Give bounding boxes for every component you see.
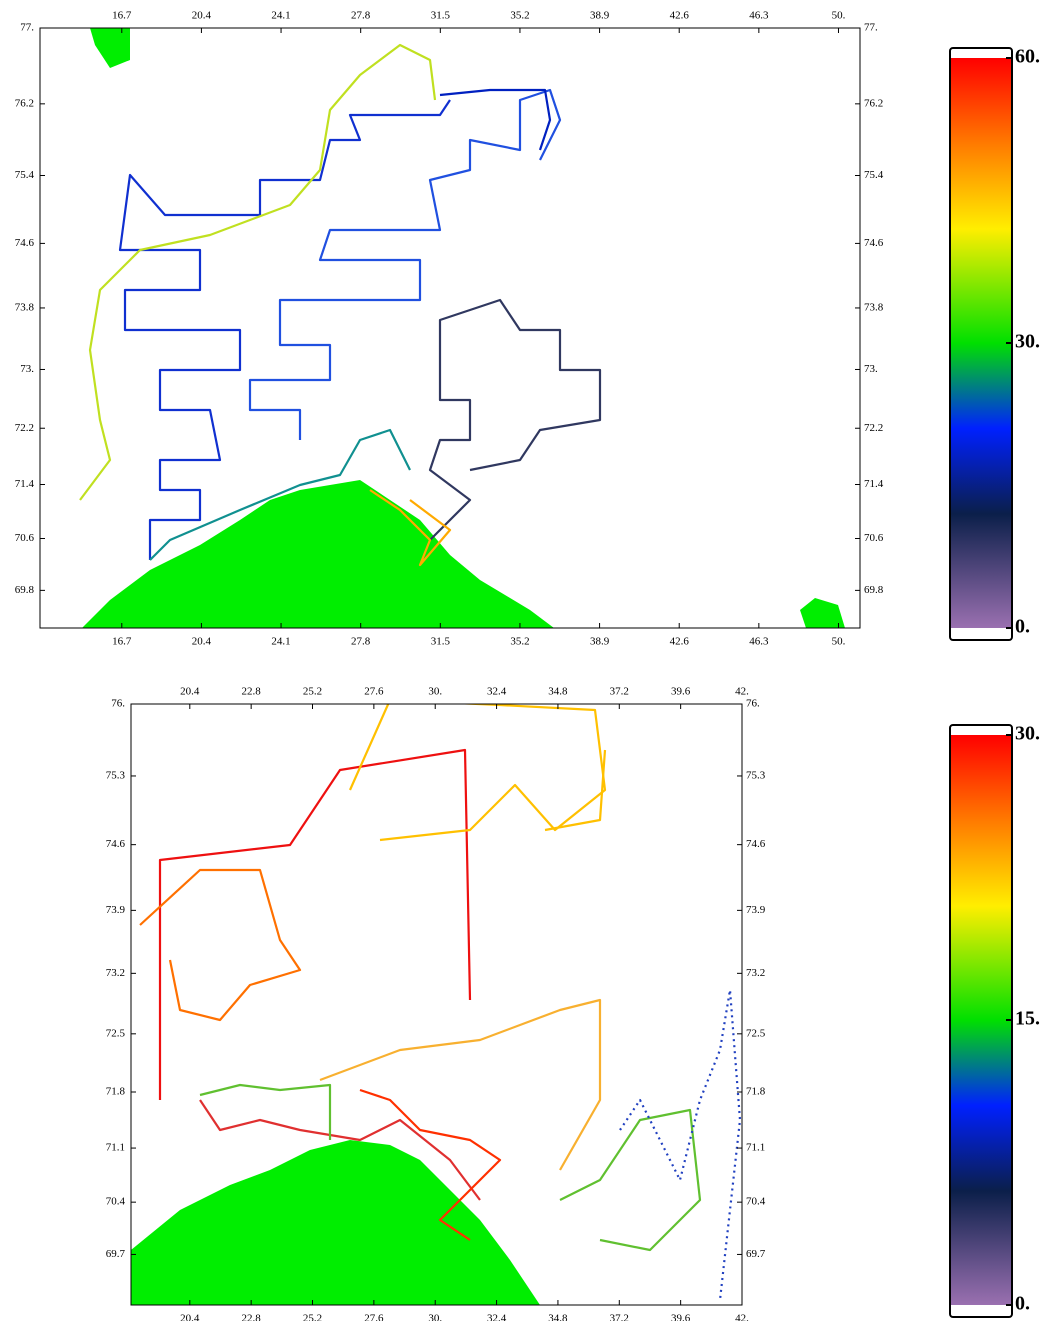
x-tick-label: 27.6 [364, 1313, 384, 1321]
colorbar-label: 30. [1015, 331, 1040, 353]
x-tick-label: 38.9 [590, 10, 610, 22]
x-tick-label: 20.4 [192, 636, 212, 648]
y-tick-label: 73.2 [746, 967, 765, 979]
colorbar: 60. 30. 0. [949, 46, 1040, 641]
map-layer [131, 704, 742, 1305]
x-tick-label: 20.4 [192, 10, 212, 22]
x-tick-label: 32.4 [487, 686, 507, 698]
y-tick-label: 74.6 [106, 838, 126, 850]
y-tick-label: 69.7 [106, 1248, 126, 1260]
map-frame [130, 703, 743, 1306]
x-tick-label: 30. [428, 1313, 442, 1321]
x-tick-label: 42. [735, 686, 749, 698]
colorbar-gradient [951, 735, 1011, 1305]
x-tick-label: 38.9 [590, 636, 610, 648]
colorbar-label: 60. [1015, 46, 1040, 68]
y-tick-label: 70.6 [864, 532, 884, 544]
x-tick-label: 34.8 [548, 686, 568, 698]
x-tick-label: 24.1 [271, 636, 290, 648]
x-tick-label: 27.8 [351, 636, 371, 648]
y-tick-label: 74.6 [15, 237, 35, 249]
y-tick-label: 70.4 [746, 1196, 766, 1208]
x-tick-label: 39.6 [671, 1313, 691, 1321]
y-tick-label: 71.8 [746, 1086, 766, 1098]
colorbar-label: 0. [1015, 1293, 1030, 1315]
x-tick-label: 22.8 [242, 1313, 262, 1321]
y-tick-label: 71.1 [106, 1142, 125, 1154]
y-tick-label: 69.7 [746, 1248, 766, 1260]
map-layer [79, 28, 845, 628]
y-tick-label: 74.6 [746, 838, 766, 850]
y-tick-label: 73.2 [106, 967, 125, 979]
x-tick-label: 25.2 [303, 686, 322, 698]
y-tick-label: 70.6 [15, 532, 35, 544]
x-tick-label: 20.4 [180, 686, 200, 698]
x-tick-label: 42. [735, 1313, 749, 1321]
x-tick-label: 42.6 [670, 636, 690, 648]
y-tick-label: 72.5 [746, 1027, 766, 1039]
colorbar-label: 0. [1015, 616, 1030, 638]
x-tick-label: 37.2 [610, 1313, 629, 1321]
colorbar-gradient [951, 58, 1011, 628]
x-tick-label: 35.2 [510, 636, 529, 648]
y-tick-label: 73.8 [15, 301, 35, 313]
x-tick-label: 30. [428, 686, 442, 698]
y-tick-label: 76. [111, 698, 125, 710]
y-tick-label: 70.4 [106, 1196, 126, 1208]
map-frame [39, 27, 861, 629]
x-tick-label: 46.3 [749, 636, 769, 648]
x-tick-label: 27.6 [364, 686, 384, 698]
y-tick-label: 73. [20, 363, 34, 375]
colorbar-label: 30. [1015, 723, 1040, 745]
colorbar: 30. 15. 0. [949, 723, 1040, 1318]
x-tick-label: 24.1 [271, 10, 290, 22]
y-tick-label: 71.4 [864, 478, 884, 490]
y-tick-label: 73.9 [746, 904, 766, 916]
x-tick-label: 46.3 [749, 10, 769, 22]
x-tick-label: 16.7 [112, 636, 132, 648]
x-tick-label: 34.8 [548, 1313, 568, 1321]
y-tick-label: 73.8 [864, 301, 884, 313]
y-tick-label: 75.4 [15, 169, 35, 181]
x-tick-label: 32.4 [487, 1313, 507, 1321]
x-tick-label: 16.7 [112, 10, 132, 22]
x-tick-label: 37.2 [610, 686, 629, 698]
x-tick-label: 50. [832, 636, 846, 648]
x-tick-label: 50. [832, 10, 846, 22]
y-tick-label: 75.3 [746, 769, 766, 781]
y-tick-label: 73.9 [106, 904, 126, 916]
y-tick-label: 72.2 [15, 422, 34, 434]
y-tick-label: 75.3 [106, 769, 126, 781]
x-tick-label: 20.4 [180, 1313, 200, 1321]
x-tick-label: 39.6 [671, 686, 691, 698]
y-tick-label: 77. [20, 22, 34, 34]
y-tick-label: 74.6 [864, 237, 884, 249]
x-tick-label: 42.6 [670, 10, 690, 22]
y-tick-label: 73. [864, 363, 878, 375]
y-tick-label: 69.8 [15, 584, 35, 596]
y-tick-label: 71.4 [15, 478, 35, 490]
y-tick-label: 71.1 [746, 1142, 765, 1154]
y-tick-label: 76.2 [15, 97, 34, 109]
x-tick-label: 31.5 [431, 636, 451, 648]
colorbar-label: 15. [1015, 1008, 1040, 1030]
y-tick-label: 69.8 [864, 584, 884, 596]
y-tick-label: 72.5 [106, 1027, 126, 1039]
y-tick-label: 72.2 [864, 422, 883, 434]
y-tick-label: 75.4 [864, 169, 884, 181]
x-tick-label: 22.8 [242, 686, 262, 698]
y-tick-label: 76. [746, 698, 760, 710]
x-tick-label: 31.5 [431, 10, 451, 22]
y-tick-label: 76.2 [864, 97, 883, 109]
x-tick-label: 25.2 [303, 1313, 322, 1321]
x-tick-label: 35.2 [510, 10, 529, 22]
y-tick-label: 71.8 [106, 1086, 126, 1098]
y-tick-label: 77. [864, 22, 878, 34]
x-tick-label: 27.8 [351, 10, 371, 22]
